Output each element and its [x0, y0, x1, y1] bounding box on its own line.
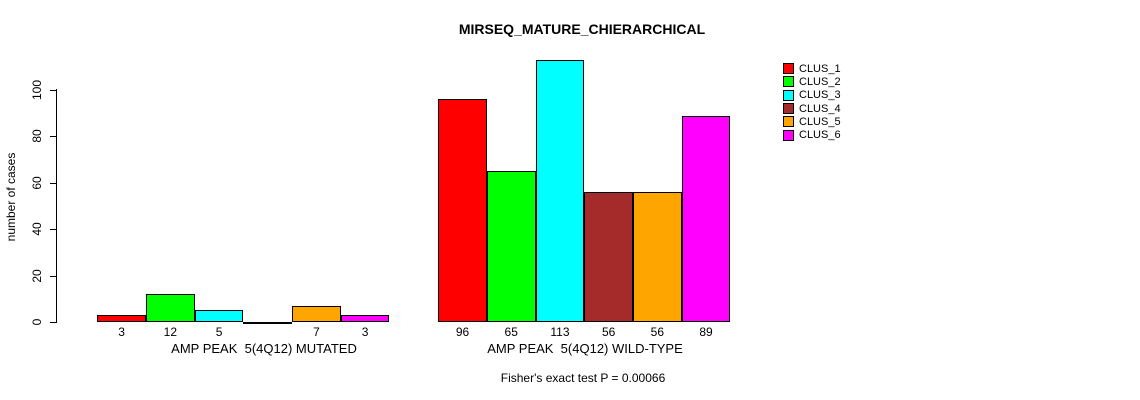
bar-value-label: 12 [163, 325, 178, 339]
y-axis-tick-label: 100 [30, 79, 44, 101]
y-axis-tick-label: 0 [30, 318, 44, 326]
legend-label: CLUS_3 [799, 89, 841, 102]
bar-value-label: 113 [550, 325, 570, 339]
bar-clus_5 [633, 192, 682, 322]
bar-value-label: 65 [504, 325, 518, 339]
bar-clus_4 [243, 322, 293, 324]
legend-label: CLUS_6 [799, 129, 841, 142]
legend-item: CLUS_1 [783, 62, 841, 75]
bar-value-label: 5 [215, 325, 223, 339]
y-axis-tick-label: 20 [30, 269, 44, 283]
legend-label: CLUS_5 [799, 115, 841, 128]
legend-swatch-icon [783, 63, 794, 75]
bar-clus_1 [97, 315, 146, 322]
chart-title: MIRSEQ_MATURE_CHIERARCHICAL [458, 21, 706, 37]
bar-value-label: 96 [455, 325, 470, 339]
bar-value-label: 3 [361, 325, 369, 339]
y-axis-tick-label: 40 [30, 222, 44, 236]
y-axis-tick [50, 229, 56, 230]
y-axis-tick [50, 276, 56, 277]
y-axis-tick [50, 183, 56, 184]
bar-clus_3 [194, 310, 244, 322]
y-axis-tick [50, 90, 56, 91]
bar-clus_6 [340, 315, 390, 322]
y-axis-tick [50, 322, 56, 323]
group-label: AMP PEAK 5(4Q12) MUTATED [171, 341, 357, 356]
fisher-test-annotation: Fisher's exact test P = 0.00066 [500, 371, 666, 385]
legend-label: CLUS_2 [799, 75, 841, 88]
legend-swatch-icon [783, 129, 794, 141]
legend-label: CLUS_4 [799, 102, 841, 115]
legend-item: CLUS_3 [783, 89, 841, 102]
group-label: AMP PEAK 5(4Q12) WILD-TYPE [487, 341, 683, 356]
legend-item: CLUS_5 [783, 115, 841, 128]
y-axis-title: number of cases [4, 152, 18, 242]
legend-swatch-icon [783, 89, 794, 101]
y-axis-tick [50, 136, 56, 137]
bar-value-label: 89 [699, 325, 713, 339]
bar-value-label: 56 [601, 325, 616, 339]
bar-clus_4 [584, 192, 633, 322]
legend-swatch-icon [783, 103, 794, 115]
legend-item: CLUS_6 [783, 128, 841, 141]
bar-value-label: 7 [313, 325, 320, 339]
bar-clus_2 [486, 171, 536, 322]
legend-swatch-icon [783, 76, 794, 88]
bar-clus_6 [681, 116, 731, 322]
bar-clus_3 [535, 60, 585, 322]
legend: CLUS_1 CLUS_2 CLUS_3 CLUS_4 CLUS_5 CLUS_6 [783, 62, 841, 142]
bar-clus_2 [146, 294, 195, 322]
y-axis-tick-label: 60 [30, 176, 44, 190]
bar-value-label: 3 [118, 325, 125, 339]
legend-swatch-icon [783, 116, 794, 128]
legend-item: CLUS_4 [783, 102, 841, 115]
bar-clus_5 [292, 306, 341, 322]
y-axis-tick-label: 80 [30, 129, 44, 143]
bar-clus_1 [438, 99, 487, 322]
y-axis-line [56, 89, 57, 323]
legend-item: CLUS_2 [783, 75, 841, 88]
legend-label: CLUS_1 [799, 62, 841, 75]
bar-value-label: 56 [650, 325, 665, 339]
